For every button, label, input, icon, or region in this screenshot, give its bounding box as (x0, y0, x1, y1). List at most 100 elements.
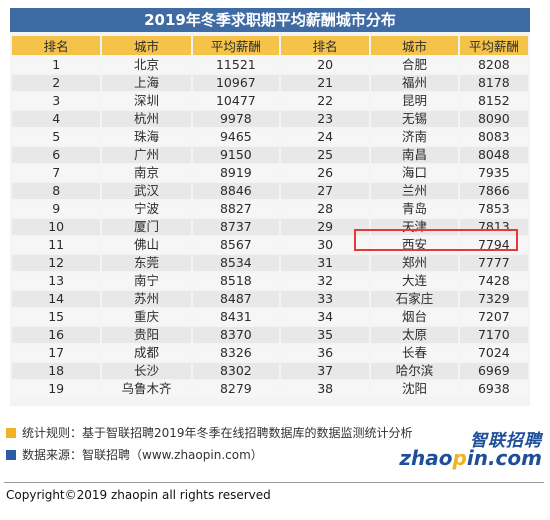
notes: 统计规则：基于智联招聘2019年冬季在线招聘数据库的数据监测统计分析 数据来源：… (6, 422, 436, 466)
cell-city-right: 福州 (371, 75, 458, 91)
cell-city-right: 西安 (371, 237, 458, 253)
cell-salary-right: 8152 (459, 93, 528, 109)
note-source: 数据来源：智联招聘（www.zhaopin.com） (6, 444, 436, 466)
cell-city-right: 沈阳 (371, 381, 458, 397)
cell-salary-left: 9978 (192, 111, 280, 127)
cell-rank-right: 27 (281, 183, 370, 199)
cell-city-left: 重庆 (102, 309, 191, 325)
cell-city-left: 南京 (102, 165, 191, 181)
cell-city-right: 南昌 (371, 147, 458, 163)
cell-rank-left: 16 (12, 327, 101, 343)
cell-rank-right: 32 (281, 273, 370, 289)
cell-rank-left: 12 (12, 255, 101, 271)
cell-salary-left: 8279 (192, 381, 280, 397)
cell-salary-left: 8567 (192, 237, 280, 253)
cell-city-right: 郑州 (371, 255, 458, 271)
cell-city-right: 青岛 (371, 201, 458, 217)
cell-rank-left: 1 (12, 57, 101, 73)
cell-rank-left: 3 (12, 93, 101, 109)
cell-rank-right: 25 (281, 147, 370, 163)
table-row: 5 珠海 9465 24 济南 8083 (12, 129, 528, 145)
cell-city-left: 东莞 (102, 255, 191, 271)
table-row: 18 长沙 8302 37 哈尔滨 6969 (12, 363, 528, 379)
cell-salary-right: 8083 (459, 129, 528, 145)
blue-square-icon (6, 450, 16, 460)
cell-rank-left: 19 (12, 381, 101, 397)
cell-salary-left: 8431 (192, 309, 280, 325)
cell-rank-right: 35 (281, 327, 370, 343)
cell-rank-left: 14 (12, 291, 101, 307)
header-salary-left: 平均薪酬 (192, 36, 280, 55)
logo-english-pre: zhao (399, 446, 453, 470)
cell-salary-left: 8827 (192, 201, 280, 217)
logo-english-post: in.com (466, 446, 542, 470)
cell-rank-right: 33 (281, 291, 370, 307)
cell-salary-left: 8846 (192, 183, 280, 199)
cell-rank-right: 38 (281, 381, 370, 397)
cell-salary-right: 8048 (459, 147, 528, 163)
cell-salary-left: 8302 (192, 363, 280, 379)
cell-salary-left: 8534 (192, 255, 280, 271)
note-method-text: 统计规则：基于智联招聘2019年冬季在线招聘数据库的数据监测统计分析 (22, 426, 413, 440)
table-row: 12 东莞 8534 31 郑州 7777 (12, 255, 528, 271)
logo-english: zhaopin.com (399, 446, 542, 470)
header-city-left: 城市 (102, 36, 191, 55)
cell-city-right: 海口 (371, 165, 458, 181)
cell-rank-left: 10 (12, 219, 101, 235)
cell-salary-right: 7207 (459, 309, 528, 325)
cell-rank-left: 17 (12, 345, 101, 361)
cell-salary-right: 7853 (459, 201, 528, 217)
cell-city-right: 兰州 (371, 183, 458, 199)
cell-salary-left: 10477 (192, 93, 280, 109)
table-row: 4 杭州 9978 23 无锡 8090 (12, 111, 528, 127)
cell-rank-left: 11 (12, 237, 101, 253)
cell-city-left: 武汉 (102, 183, 191, 199)
cell-rank-left: 7 (12, 165, 101, 181)
cell-city-right: 哈尔滨 (371, 363, 458, 379)
cell-rank-left: 13 (12, 273, 101, 289)
cell-salary-left: 8326 (192, 345, 280, 361)
table-row: 6 广州 9150 25 南昌 8048 (12, 147, 528, 163)
cell-salary-left: 8487 (192, 291, 280, 307)
table-row: 16 贵阳 8370 35 太原 7170 (12, 327, 528, 343)
cell-city-left: 长沙 (102, 363, 191, 379)
cell-salary-left: 9150 (192, 147, 280, 163)
yellow-square-icon (6, 428, 16, 438)
cell-city-right: 石家庄 (371, 291, 458, 307)
cell-rank-right: 37 (281, 363, 370, 379)
table-row: 2 上海 10967 21 福州 8178 (12, 75, 528, 91)
cell-city-right: 昆明 (371, 93, 458, 109)
cell-rank-right: 26 (281, 165, 370, 181)
table-body: 1 北京 11521 20 合肥 8208 2 上海 10967 21 福州 8178 3 深圳 10477… (12, 57, 528, 397)
cell-salary-right: 8208 (459, 57, 528, 73)
cell-rank-left: 4 (12, 111, 101, 127)
table-title: 2019年冬季求职期平均薪酬城市分布 (10, 8, 530, 32)
cell-salary-right: 8178 (459, 75, 528, 91)
footer-divider (4, 482, 544, 483)
table-row: 7 南京 8919 26 海口 7935 (12, 165, 528, 181)
cell-rank-right: 28 (281, 201, 370, 217)
cell-salary-right: 7170 (459, 327, 528, 343)
cell-city-left: 上海 (102, 75, 191, 91)
cell-salary-left: 9465 (192, 129, 280, 145)
cell-salary-right: 7777 (459, 255, 528, 271)
cell-city-right: 无锡 (371, 111, 458, 127)
cell-rank-right: 22 (281, 93, 370, 109)
cell-salary-left: 10967 (192, 75, 280, 91)
cell-rank-right: 36 (281, 345, 370, 361)
header-salary-right: 平均薪酬 (459, 36, 528, 55)
header-city-right: 城市 (371, 36, 458, 55)
cell-city-left: 贵阳 (102, 327, 191, 343)
cell-city-right: 济南 (371, 129, 458, 145)
cell-city-left: 苏州 (102, 291, 191, 307)
cell-salary-right: 7813 (459, 219, 528, 235)
cell-city-left: 杭州 (102, 111, 191, 127)
table-row: 8 武汉 8846 27 兰州 7866 (12, 183, 528, 199)
table-header-row: 排名 城市 平均薪酬 排名 城市 平均薪酬 (12, 36, 528, 55)
table-row: 11 佛山 8567 30 西安 7794 (12, 237, 528, 253)
cell-rank-left: 8 (12, 183, 101, 199)
cell-city-left: 成都 (102, 345, 191, 361)
cell-rank-left: 18 (12, 363, 101, 379)
cell-rank-left: 5 (12, 129, 101, 145)
cell-city-left: 珠海 (102, 129, 191, 145)
